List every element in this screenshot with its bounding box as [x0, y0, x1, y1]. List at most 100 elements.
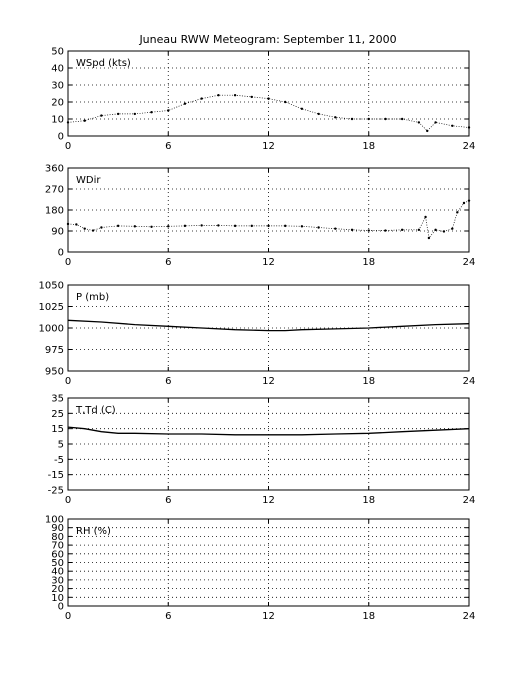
- data-point: [427, 236, 431, 240]
- data-point: [284, 224, 287, 228]
- y-tick-label: 0: [58, 248, 64, 259]
- y-tick-label: 80: [51, 532, 64, 543]
- y-tick-label: 35: [51, 394, 64, 405]
- data-point: [350, 228, 354, 232]
- plot-area: [67, 50, 470, 137]
- data-point: [91, 229, 95, 232]
- data-point: [100, 114, 103, 117]
- x-tick-label: 18: [362, 141, 375, 152]
- y-tick-label: 25: [51, 409, 64, 420]
- panel-label: WSpd (kts): [76, 58, 131, 69]
- data-point: [451, 124, 454, 128]
- x-tick-label: 24: [463, 257, 476, 268]
- data-point: [300, 225, 304, 228]
- y-tick-label: 5: [58, 440, 64, 451]
- data-point: [317, 112, 320, 116]
- x-tick-label: 0: [65, 257, 71, 268]
- data-point: [200, 224, 203, 227]
- data-point: [150, 225, 153, 228]
- x-tick-label: 0: [65, 141, 71, 152]
- y-tick-label: 40: [51, 64, 64, 75]
- data-point: [442, 230, 446, 233]
- y-tick-label: -5: [54, 455, 64, 466]
- data-point: [183, 224, 187, 228]
- data-point: [100, 226, 103, 229]
- data-point: [334, 227, 337, 230]
- data-point: [417, 228, 421, 232]
- series-line: [67, 319, 470, 332]
- y-tick-label: 270: [45, 185, 64, 196]
- x-tick-label: 12: [262, 141, 275, 152]
- x-tick-label: 18: [362, 257, 375, 268]
- panel-label: RH (%): [76, 526, 111, 537]
- data-point: [233, 94, 237, 97]
- y-tick-label: 90: [51, 227, 64, 238]
- x-tick-label: 6: [165, 257, 171, 268]
- y-tick-label: 70: [51, 541, 64, 552]
- data-point: [133, 225, 137, 228]
- panel-label: P (mb): [76, 292, 109, 303]
- data-point: [217, 224, 220, 227]
- data-point: [83, 119, 86, 122]
- data-point: [133, 112, 137, 116]
- y-tick-label: 180: [45, 206, 64, 217]
- y-tick-label: 30: [51, 81, 64, 92]
- y-tick-label: 0: [58, 602, 64, 613]
- y-tick-label: -15: [48, 470, 64, 481]
- data-point: [467, 126, 471, 129]
- series-line: [67, 426, 470, 436]
- y-tick-label: 10: [51, 593, 64, 604]
- x-tick-label: 6: [165, 495, 171, 506]
- y-tick-label: 40: [51, 567, 64, 578]
- x-tick-label: 0: [65, 611, 71, 622]
- x-tick-label: 12: [262, 376, 275, 387]
- data-point: [384, 229, 387, 232]
- data-point: [350, 117, 354, 121]
- y-tick-label: 30: [51, 575, 64, 586]
- y-tick-label: -25: [48, 486, 64, 497]
- x-tick-label: 24: [463, 495, 476, 506]
- page-title: Juneau RWW Meteogram: September 11, 2000: [139, 33, 397, 46]
- data-point: [116, 112, 120, 116]
- x-tick-label: 18: [362, 495, 375, 506]
- data-point: [66, 121, 70, 124]
- data-point: [467, 199, 471, 202]
- chart-panel-2: 0 6 12 18 24 0 90 180 270 360 WDir: [45, 164, 475, 269]
- data-point: [367, 229, 370, 232]
- data-point: [462, 201, 466, 205]
- series-trace: [67, 94, 470, 132]
- data-point: [250, 95, 253, 99]
- x-tick-label: 18: [362, 611, 375, 622]
- x-tick-label: 0: [65, 495, 71, 506]
- data-point: [384, 117, 387, 121]
- data-point: [66, 222, 70, 226]
- x-tick-label: 24: [463, 141, 476, 152]
- y-tick-label: 1050: [39, 281, 64, 292]
- data-point: [233, 224, 237, 228]
- data-point: [284, 100, 287, 104]
- y-tick-label: 20: [51, 584, 64, 595]
- x-tick-label: 12: [262, 611, 275, 622]
- data-point: [75, 223, 78, 226]
- panel-label: WDir: [76, 175, 101, 186]
- data-point: [116, 224, 120, 228]
- y-tick-label: 360: [45, 164, 64, 175]
- y-tick-label: 1025: [39, 302, 64, 313]
- data-point: [183, 102, 187, 105]
- x-tick-label: 12: [262, 257, 275, 268]
- data-point: [334, 116, 337, 119]
- y-tick-label: 10: [51, 115, 64, 126]
- data-point: [451, 227, 454, 230]
- data-point: [150, 111, 153, 114]
- y-tick-label: 15: [51, 424, 64, 435]
- data-point: [250, 224, 253, 228]
- x-tick-label: 0: [65, 376, 71, 387]
- y-tick-label: 975: [45, 345, 64, 356]
- y-tick-label: 950: [45, 367, 64, 378]
- data-point: [434, 228, 437, 232]
- x-tick-label: 6: [165, 376, 171, 387]
- data-point: [267, 97, 270, 100]
- data-point: [400, 228, 404, 232]
